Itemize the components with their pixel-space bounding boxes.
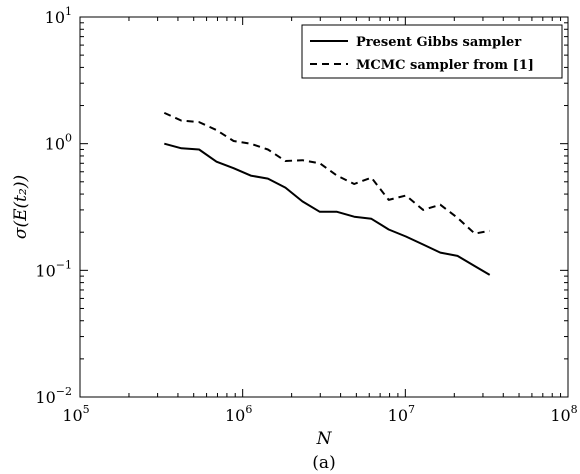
y-tick-label: 100 [45, 132, 72, 154]
y-tick-label: 10−1 [35, 258, 72, 280]
legend-box [301, 24, 563, 79]
x-tick-label: 106 [225, 403, 252, 425]
x-tick-label: 107 [388, 403, 415, 425]
y-axis-label: σ(E(t₂)) [11, 175, 31, 239]
plot-area [79, 16, 569, 398]
x-tick-label: 108 [550, 403, 577, 425]
figure-caption: (a) [312, 453, 335, 473]
y-tick-label: 10−2 [35, 385, 72, 407]
legend-label-gibbs: Present Gibbs sampler [356, 35, 521, 50]
tick-marks [79, 16, 569, 398]
legend-label-mcmc: MCMC sampler from [1] [356, 58, 534, 73]
legend: Present Gibbs sampler MCMC sampler from … [301, 24, 563, 79]
y-tick-label: 101 [45, 5, 72, 27]
x-tick-label: 105 [62, 403, 89, 425]
series-line-gibbs [164, 142, 491, 276]
series-lines [163, 111, 491, 276]
x-axis-label: N [316, 429, 333, 449]
